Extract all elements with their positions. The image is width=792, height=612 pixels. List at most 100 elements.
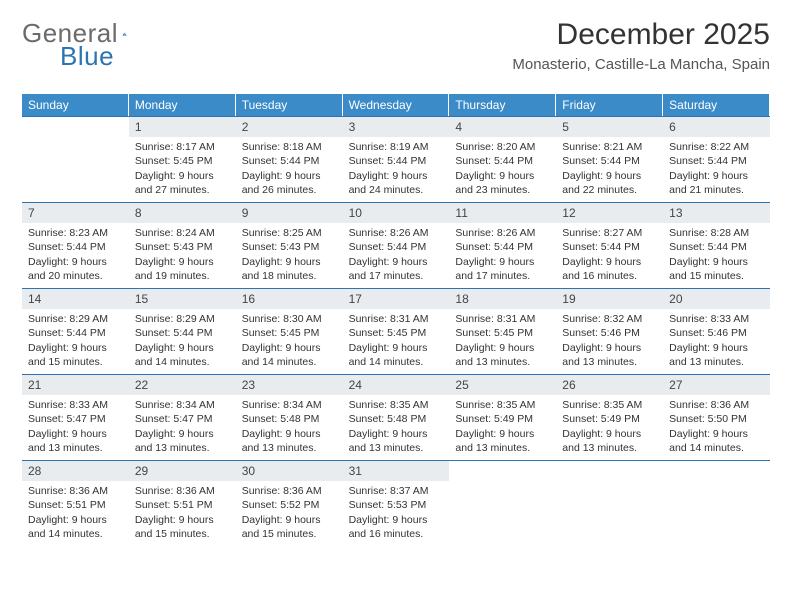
sunrise-line: Sunrise: 8:22 AM [669,140,764,154]
day-cell: 12Sunrise: 8:27 AMSunset: 5:44 PMDayligh… [556,202,663,288]
day-number: 30 [236,461,343,481]
weekday-header: Saturday [663,94,770,116]
day-cell: 4Sunrise: 8:20 AMSunset: 5:44 PMDaylight… [449,116,556,202]
daylight-line: Daylight: 9 hours and 13 minutes. [562,427,657,455]
sunrise-line: Sunrise: 8:33 AM [669,312,764,326]
day-number: 9 [236,203,343,223]
sunset-line: Sunset: 5:53 PM [349,498,444,512]
sunset-line: Sunset: 5:45 PM [242,326,337,340]
sunset-line: Sunset: 5:51 PM [135,498,230,512]
daylight-line: Daylight: 9 hours and 15 minutes. [242,513,337,541]
sunset-line: Sunset: 5:44 PM [562,240,657,254]
daylight-line: Daylight: 9 hours and 13 minutes. [242,427,337,455]
sunrise-line: Sunrise: 8:26 AM [455,226,550,240]
day-cell: 1Sunrise: 8:17 AMSunset: 5:45 PMDaylight… [129,116,236,202]
daylight-line: Daylight: 9 hours and 18 minutes. [242,255,337,283]
daylight-line: Daylight: 9 hours and 22 minutes. [562,169,657,197]
sunrise-line: Sunrise: 8:28 AM [669,226,764,240]
sunrise-line: Sunrise: 8:34 AM [242,398,337,412]
day-number: 21 [22,375,129,395]
sunrise-line: Sunrise: 8:20 AM [455,140,550,154]
location-label: Monasterio, Castille-La Mancha, Spain [512,56,770,73]
sunrise-line: Sunrise: 8:35 AM [455,398,550,412]
sunrise-line: Sunrise: 8:31 AM [455,312,550,326]
sunrise-line: Sunrise: 8:32 AM [562,312,657,326]
day-number: 15 [129,289,236,309]
sunrise-line: Sunrise: 8:23 AM [28,226,123,240]
day-cell: 3Sunrise: 8:19 AMSunset: 5:44 PMDaylight… [343,116,450,202]
day-number: 11 [449,203,556,223]
day-number: 4 [449,117,556,137]
daylight-line: Daylight: 9 hours and 13 minutes. [669,341,764,369]
day-cell: 11Sunrise: 8:26 AMSunset: 5:44 PMDayligh… [449,202,556,288]
sunrise-line: Sunrise: 8:24 AM [135,226,230,240]
day-cell: 23Sunrise: 8:34 AMSunset: 5:48 PMDayligh… [236,374,343,460]
daylight-line: Daylight: 9 hours and 19 minutes. [135,255,230,283]
daylight-line: Daylight: 9 hours and 15 minutes. [135,513,230,541]
day-cell: 13Sunrise: 8:28 AMSunset: 5:44 PMDayligh… [663,202,770,288]
day-number: 20 [663,289,770,309]
daylight-line: Daylight: 9 hours and 16 minutes. [562,255,657,283]
day-cell: 24Sunrise: 8:35 AMSunset: 5:48 PMDayligh… [343,374,450,460]
day-cell: 27Sunrise: 8:36 AMSunset: 5:50 PMDayligh… [663,374,770,460]
sunrise-line: Sunrise: 8:33 AM [28,398,123,412]
daylight-line: Daylight: 9 hours and 14 minutes. [135,341,230,369]
sunset-line: Sunset: 5:52 PM [242,498,337,512]
day-number: 27 [663,375,770,395]
sunrise-line: Sunrise: 8:25 AM [242,226,337,240]
day-number: 8 [129,203,236,223]
day-cell: 18Sunrise: 8:31 AMSunset: 5:45 PMDayligh… [449,288,556,374]
sunset-line: Sunset: 5:50 PM [669,412,764,426]
day-cell: 19Sunrise: 8:32 AMSunset: 5:46 PMDayligh… [556,288,663,374]
day-cell: 30Sunrise: 8:36 AMSunset: 5:52 PMDayligh… [236,460,343,546]
daylight-line: Daylight: 9 hours and 24 minutes. [349,169,444,197]
day-cell: 16Sunrise: 8:30 AMSunset: 5:45 PMDayligh… [236,288,343,374]
logo-sail-icon [122,23,127,45]
daylight-line: Daylight: 9 hours and 20 minutes. [28,255,123,283]
sunrise-line: Sunrise: 8:19 AM [349,140,444,154]
daylight-line: Daylight: 9 hours and 17 minutes. [349,255,444,283]
day-cell: 6Sunrise: 8:22 AMSunset: 5:44 PMDaylight… [663,116,770,202]
day-number: 28 [22,461,129,481]
daylight-line: Daylight: 9 hours and 15 minutes. [669,255,764,283]
day-cell: 29Sunrise: 8:36 AMSunset: 5:51 PMDayligh… [129,460,236,546]
sunset-line: Sunset: 5:45 PM [349,326,444,340]
sunrise-line: Sunrise: 8:26 AM [349,226,444,240]
sunset-line: Sunset: 5:44 PM [242,154,337,168]
day-cell: 31Sunrise: 8:37 AMSunset: 5:53 PMDayligh… [343,460,450,546]
sunset-line: Sunset: 5:46 PM [669,326,764,340]
day-cell: 8 Sunrise: 8:24 AMSunset: 5:43 PMDaylight… [129,202,236,288]
day-number: 2 [236,117,343,137]
day-number: 16 [236,289,343,309]
day-number: 22 [129,375,236,395]
empty-cell [663,460,770,546]
sunrise-line: Sunrise: 8:37 AM [349,484,444,498]
weekday-header: Monday [129,94,236,116]
empty-cell [556,460,663,546]
day-cell: 5Sunrise: 8:21 AMSunset: 5:44 PMDaylight… [556,116,663,202]
sunrise-line: Sunrise: 8:34 AM [135,398,230,412]
day-cell: 22Sunrise: 8:34 AMSunset: 5:47 PMDayligh… [129,374,236,460]
sunrise-line: Sunrise: 8:35 AM [349,398,444,412]
weekday-header: Thursday [449,94,556,116]
day-number: 17 [343,289,450,309]
day-number: 1 [129,117,236,137]
day-cell: 21Sunrise: 8:33 AMSunset: 5:47 PMDayligh… [22,374,129,460]
day-cell: 26Sunrise: 8:35 AMSunset: 5:49 PMDayligh… [556,374,663,460]
sunset-line: Sunset: 5:43 PM [135,240,230,254]
daylight-line: Daylight: 9 hours and 13 minutes. [349,427,444,455]
sunset-line: Sunset: 5:44 PM [349,154,444,168]
day-cell: 15Sunrise: 8:29 AMSunset: 5:44 PMDayligh… [129,288,236,374]
calendar-grid: SundayMondayTuesdayWednesdayThursdayFrid… [22,94,770,546]
logo-text-2: Blue [60,41,114,72]
month-title: December 2025 [512,18,770,52]
sunset-line: Sunset: 5:44 PM [28,326,123,340]
daylight-line: Daylight: 9 hours and 13 minutes. [455,341,550,369]
sunset-line: Sunset: 5:44 PM [28,240,123,254]
weekday-header: Friday [556,94,663,116]
day-number: 24 [343,375,450,395]
day-cell: 17Sunrise: 8:31 AMSunset: 5:45 PMDayligh… [343,288,450,374]
title-block: December 2025 Monasterio, Castille-La Ma… [512,18,770,73]
day-number: 6 [663,117,770,137]
sunset-line: Sunset: 5:44 PM [455,240,550,254]
